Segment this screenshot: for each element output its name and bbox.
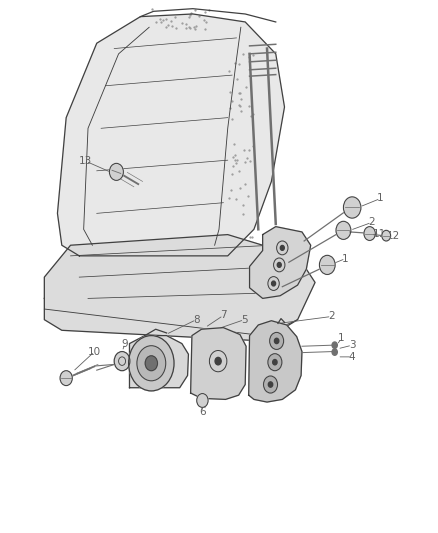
Circle shape [129,336,174,391]
Circle shape [270,333,284,350]
Circle shape [277,262,281,268]
Circle shape [60,370,72,385]
Text: 13: 13 [79,156,92,166]
Polygon shape [191,328,246,399]
Polygon shape [57,14,285,256]
Text: 2: 2 [368,217,375,228]
Circle shape [280,246,284,251]
Text: 3: 3 [349,340,356,350]
Circle shape [110,164,124,180]
Text: 1: 1 [343,254,349,263]
Polygon shape [130,336,188,387]
Circle shape [319,255,335,274]
Circle shape [364,227,375,240]
Circle shape [268,354,282,370]
Circle shape [264,376,278,393]
Polygon shape [44,235,315,341]
Circle shape [197,393,208,407]
Text: 10: 10 [88,346,101,357]
Text: 6: 6 [199,407,206,417]
Text: 2: 2 [328,311,335,321]
Circle shape [336,221,351,239]
Circle shape [215,358,221,365]
Circle shape [114,352,130,370]
Circle shape [332,349,337,356]
Text: 5: 5 [241,314,247,325]
Circle shape [137,346,166,381]
Circle shape [382,230,391,241]
Circle shape [273,360,277,365]
Circle shape [268,382,273,387]
Text: 4: 4 [349,352,356,362]
Text: 8: 8 [193,314,200,325]
Text: 12: 12 [387,231,400,241]
Text: 7: 7 [220,310,227,320]
Circle shape [343,197,361,218]
Polygon shape [249,321,302,402]
Circle shape [332,342,337,349]
Circle shape [145,356,157,370]
Circle shape [209,351,227,372]
Circle shape [268,277,279,290]
Text: 1: 1 [338,333,345,343]
Text: 11: 11 [373,229,386,239]
Text: 9: 9 [122,338,128,349]
Circle shape [275,338,279,344]
Text: 1: 1 [377,193,384,204]
Circle shape [272,281,276,286]
Circle shape [274,258,285,272]
Polygon shape [250,227,311,298]
Circle shape [277,241,288,255]
